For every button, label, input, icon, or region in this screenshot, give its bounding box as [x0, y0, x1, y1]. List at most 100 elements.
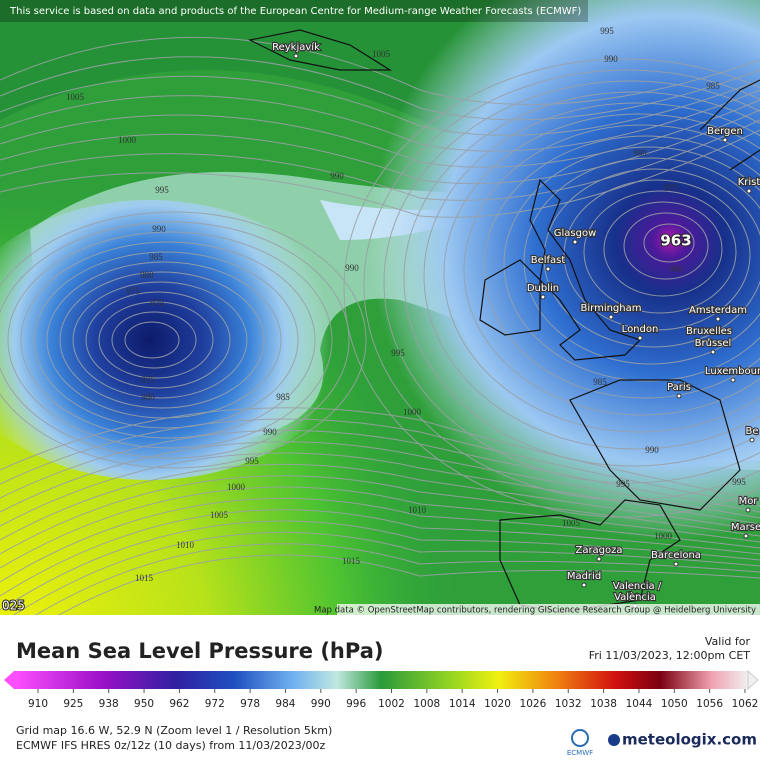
west-low	[0, 200, 350, 480]
city-label: Amsterdam	[689, 305, 747, 316]
city-marker	[730, 377, 736, 383]
city-marker	[743, 533, 749, 539]
city-label: Valencia /	[613, 581, 662, 592]
isobar-label: 1005	[66, 92, 85, 102]
city-label: Marse	[731, 522, 760, 533]
isobar-label: 990	[345, 263, 359, 273]
city-marker	[581, 582, 587, 588]
isobar	[0, 441, 760, 519]
isobar	[0, 129, 760, 218]
colorbar-tick-label: 978	[240, 698, 260, 710]
colorbar-low-arrow	[4, 671, 14, 689]
city-marker	[545, 266, 551, 272]
isobar-label: 990	[152, 224, 166, 234]
city-marker	[634, 592, 640, 598]
valid-label: Valid for	[705, 635, 751, 648]
isobar	[423, 102, 760, 450]
isobar-label: 995	[391, 348, 405, 358]
isobar	[0, 463, 760, 541]
city-label: Be	[745, 426, 758, 437]
city-marker	[572, 239, 578, 245]
isobar	[0, 56, 760, 121]
isobar	[0, 119, 760, 201]
corner-label: 025	[2, 599, 25, 613]
isobar-label: 990	[645, 445, 659, 455]
isobar-labels: 9959909851005100510009959909909859809759…	[66, 26, 746, 583]
city-marker	[722, 137, 728, 143]
notice: This service is based on data and produc…	[9, 6, 581, 17]
city-label: Madrid	[567, 571, 601, 582]
brand-logo	[608, 734, 620, 746]
colorbar-tick-label: 1038	[590, 698, 617, 710]
colorbar-tick-label: 950	[134, 698, 154, 710]
colorbar-tick-label: 938	[99, 698, 119, 710]
isobar-label: 1015	[342, 556, 361, 566]
isobar	[583, 190, 737, 314]
isobar	[7, 231, 333, 449]
isobar	[0, 497, 760, 583]
city-label: Birmingham	[581, 303, 642, 314]
colorbar	[14, 671, 748, 689]
colorbar-tick-label: 1014	[449, 698, 476, 710]
city-marker	[540, 294, 546, 300]
city-marker	[637, 335, 643, 341]
colorbar-tick-label: 1056	[696, 698, 723, 710]
isobar	[0, 211, 367, 469]
city-label: Glasgow	[554, 228, 597, 239]
isobar	[33, 251, 299, 429]
isobar-label: 1000	[654, 531, 673, 541]
isobar-label: 1005	[562, 518, 581, 528]
isobar	[57, 554, 760, 615]
isobar	[13, 531, 760, 615]
isobar	[0, 221, 350, 459]
isobar	[20, 241, 316, 439]
city-labels: Reykjavík Bergen Krist Glasgow Belfast Dublin…	[271, 40, 760, 609]
isobar	[623, 212, 709, 280]
isobar-label: 980	[633, 148, 647, 158]
city-label: Krist	[738, 177, 760, 188]
colorbar-tick-label: 1008	[413, 698, 440, 710]
city-label: Mor	[739, 496, 759, 507]
city-label: Zaragoza	[575, 545, 622, 556]
colorbar-tick-label: 1062	[732, 698, 759, 710]
map-area: 9959909851005100510009959909909859809759…	[0, 0, 760, 616]
brand[interactable]: meteologix.com	[622, 731, 757, 749]
city-label: London	[622, 324, 659, 335]
isobar	[0, 418, 760, 507]
isobar-label: 995	[600, 26, 614, 36]
city-marker	[676, 393, 682, 399]
isobar-label: 975	[126, 286, 140, 296]
city-label: Reykjavík	[272, 41, 320, 53]
colorbar-tick-label: 1026	[520, 698, 547, 710]
isobar-label: 990	[330, 171, 344, 181]
isobar-label: 995	[616, 479, 630, 489]
isobar-label: 995	[155, 185, 169, 195]
colorbar-tick-label: 962	[169, 698, 189, 710]
ecmwf-logo	[571, 729, 589, 747]
city-marker	[293, 53, 299, 59]
model-info: ECMWF IFS HRES 0z/12z (10 days) from 11/…	[16, 739, 326, 752]
colorbar-tick-label: 910	[28, 698, 48, 710]
colorbar-tick-label: 996	[346, 698, 366, 710]
isobar-label: 975	[141, 375, 155, 385]
isobar-label: 1010	[176, 540, 195, 550]
attribution: Map data © OpenStreetMap contributors, r…	[314, 606, 756, 616]
isobar	[0, 509, 760, 597]
isobar-label: 1000	[118, 135, 137, 145]
colorbar-tick-label: 1044	[626, 698, 653, 710]
isobar-label: 980	[140, 270, 154, 280]
isobar-label: 1000	[227, 482, 246, 492]
isobar	[0, 486, 760, 569]
colorbar-tick-label: 1050	[661, 698, 688, 710]
city-marker	[745, 507, 751, 513]
isobar-label: 985	[149, 252, 163, 262]
city-marker	[749, 437, 755, 443]
isobar	[0, 429, 760, 513]
city-label: Paris	[667, 382, 691, 393]
isobar	[403, 91, 760, 467]
isobar-label: 985	[276, 392, 290, 402]
colorbar-tick-label: 990	[311, 698, 331, 710]
isobar	[34, 543, 760, 615]
isobar	[111, 311, 197, 369]
city-label: Bergen	[707, 126, 743, 137]
